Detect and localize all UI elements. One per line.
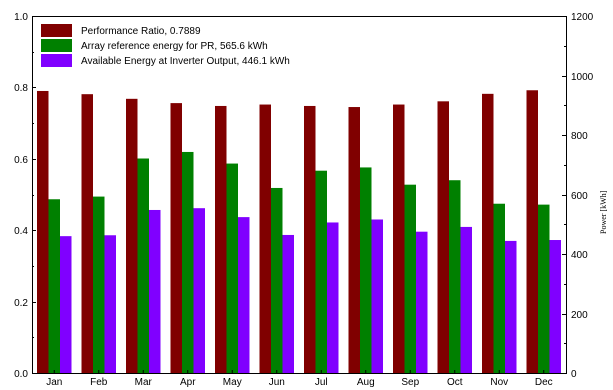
x-tick-label: Jan — [46, 377, 62, 388]
bar-sep-series-2 — [404, 184, 416, 373]
bar-jun-series-2 — [271, 187, 283, 373]
left-tick-label: 0.8 — [14, 83, 28, 94]
bar-nov-series-2 — [493, 203, 505, 373]
right-axis: 0 200 400 600 800 1000 1200 — [562, 12, 594, 380]
bar-aug-series-1 — [348, 107, 360, 373]
left-tick-label: 0.4 — [14, 226, 28, 237]
bar-jun-series-3 — [282, 234, 294, 373]
bar-oct-series-3 — [460, 226, 472, 373]
x-tick-label: Jun — [269, 377, 285, 388]
bar-may-series-2 — [226, 163, 238, 373]
left-tick-label: 0.2 — [14, 298, 28, 309]
bar-jan-series-1 — [37, 90, 49, 373]
bar-dec-series-3 — [549, 240, 561, 373]
bar-jul-series-1 — [304, 105, 316, 374]
bar-may-series-1 — [215, 105, 227, 374]
bar-oct-series-2 — [449, 180, 461, 373]
bar-mar-series-3 — [149, 209, 161, 373]
bar-nov-series-3 — [505, 240, 517, 373]
left-tick-label: 0.0 — [14, 369, 28, 380]
right-tick-label: 200 — [571, 310, 588, 321]
bar-dec-series-1 — [526, 90, 538, 373]
legend-swatch — [41, 24, 72, 37]
legend-entry: Array reference energy for PR, 565.6 kWh — [81, 41, 268, 52]
bar-dec-series-2 — [538, 204, 550, 373]
bar-aug-series-2 — [360, 167, 372, 373]
bar-may-series-3 — [238, 217, 250, 373]
bar-mar-series-2 — [137, 158, 149, 373]
bar-mar-series-1 — [126, 98, 138, 373]
x-axis: Jan Feb Mar Apr May Jun Jul Aug Sep Oct Nov Dec — [46, 370, 553, 388]
bar-aug-series-3 — [371, 219, 383, 373]
right-tick-label: 800 — [571, 131, 588, 142]
x-tick-label: Aug — [357, 377, 375, 388]
x-tick-label: Apr — [180, 377, 196, 388]
x-tick-label: Nov — [490, 377, 508, 388]
bar-feb-series-3 — [104, 235, 116, 373]
x-tick-label: May — [223, 377, 242, 388]
right-axis-label: Power [kWh] — [599, 190, 608, 234]
bar-feb-series-2 — [93, 196, 105, 373]
bar-jul-series-3 — [327, 222, 339, 373]
right-tick-label: 600 — [571, 191, 588, 202]
bar-apr-series-2 — [182, 151, 194, 373]
right-tick-label: 400 — [571, 250, 588, 261]
bar-sep-series-1 — [393, 104, 405, 373]
bars-layer — [37, 90, 561, 374]
bar-feb-series-1 — [81, 94, 93, 374]
legend-swatch — [41, 39, 72, 52]
bar-apr-series-3 — [193, 208, 205, 373]
x-tick-label: Jul — [315, 377, 328, 388]
x-tick-label: Sep — [401, 377, 419, 388]
bar-jul-series-2 — [315, 170, 327, 373]
right-tick-label: 1200 — [571, 12, 594, 23]
legend: Performance Ratio, 0.7889 Array reference… — [41, 24, 290, 67]
x-tick-label: Oct — [447, 377, 463, 388]
right-tick-label: 0 — [571, 369, 577, 380]
x-tick-label: Dec — [535, 377, 553, 388]
legend-entry: Available Energy at Inverter Output, 446… — [81, 56, 290, 67]
bar-apr-series-1 — [170, 103, 182, 374]
x-tick-label: Mar — [135, 377, 153, 388]
bar-jan-series-2 — [48, 199, 60, 373]
x-tick-label: Feb — [90, 377, 108, 388]
left-axis: 0.0 0.2 0.4 0.6 0.8 1.0 — [14, 12, 36, 380]
bar-oct-series-1 — [437, 101, 449, 373]
bar-jun-series-1 — [259, 104, 271, 373]
left-tick-label: 0.6 — [14, 155, 28, 166]
right-tick-label: 1000 — [571, 72, 594, 83]
legend-entry: Performance Ratio, 0.7889 — [81, 26, 201, 37]
bar-jan-series-3 — [60, 236, 72, 373]
bar-nov-series-1 — [482, 93, 494, 373]
bar-sep-series-3 — [416, 231, 428, 373]
legend-swatch — [41, 54, 72, 67]
left-tick-label: 1.0 — [14, 12, 28, 23]
